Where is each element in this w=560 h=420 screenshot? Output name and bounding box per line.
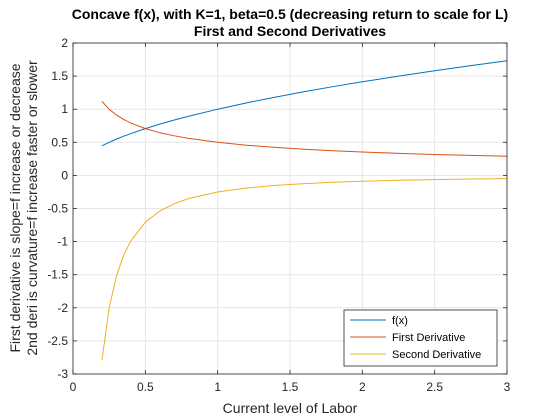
x-tick-label: 1.5: [282, 380, 299, 394]
legend: f(x) First Derivative Second Derivative: [343, 309, 498, 367]
series-line-f-x: [101, 60, 508, 147]
x-tick-label: 2: [359, 380, 366, 394]
x-tick-label: 0.5: [137, 380, 154, 394]
series-line-first-derivative: [101, 101, 508, 157]
chart-title: Concave f(x), with K=1, beta=0.5 (decrea…: [72, 6, 508, 22]
y-tick-label: 2: [61, 36, 68, 50]
legend-label-f-x: f(x): [392, 315, 408, 327]
y-axis-label-line-2: 2nd deri is curvature=f increase faster …: [24, 60, 40, 356]
x-tick-label: 0: [70, 380, 77, 394]
series-line-second-derivative: [101, 178, 508, 361]
y-tick-label: 0: [61, 168, 68, 182]
x-tick-label: 1: [214, 380, 221, 394]
legend-label-second-derivative: Second Derivative: [392, 349, 481, 361]
axis-ticks: 0 0.5 1 1.5 2 2.5 3 -3 -2.5 -2 -1.5 -1 -0.5 0 0.5 1 1.5 2: [47, 36, 510, 394]
y-tick-label: -2.5: [47, 334, 68, 348]
series-lines: [101, 60, 508, 361]
x-tick-label: 3: [504, 380, 511, 394]
x-tick-label: 2.5: [426, 380, 443, 394]
y-tick-label: -1: [57, 235, 68, 249]
legend-box: [343, 309, 498, 367]
legend-label-first-derivative: First Derivative: [392, 332, 465, 344]
y-tick-label: 1.5: [51, 69, 68, 83]
y-tick-label: -2: [57, 301, 68, 315]
y-tick-label: -1.5: [47, 268, 68, 282]
y-tick-label: -0.5: [47, 202, 68, 216]
y-tick-label: -3: [57, 367, 68, 381]
x-axis-label: Current level of Labor: [223, 400, 358, 416]
y-axis-label-line-1: First derivative is slope=f increase or …: [7, 63, 23, 352]
y-axis-label: First derivative is slope=f increase or …: [7, 60, 40, 356]
chart-subtitle: First and Second Derivatives: [194, 23, 386, 39]
y-tick-label: 0.5: [51, 135, 68, 149]
y-tick-label: 1: [61, 102, 68, 116]
